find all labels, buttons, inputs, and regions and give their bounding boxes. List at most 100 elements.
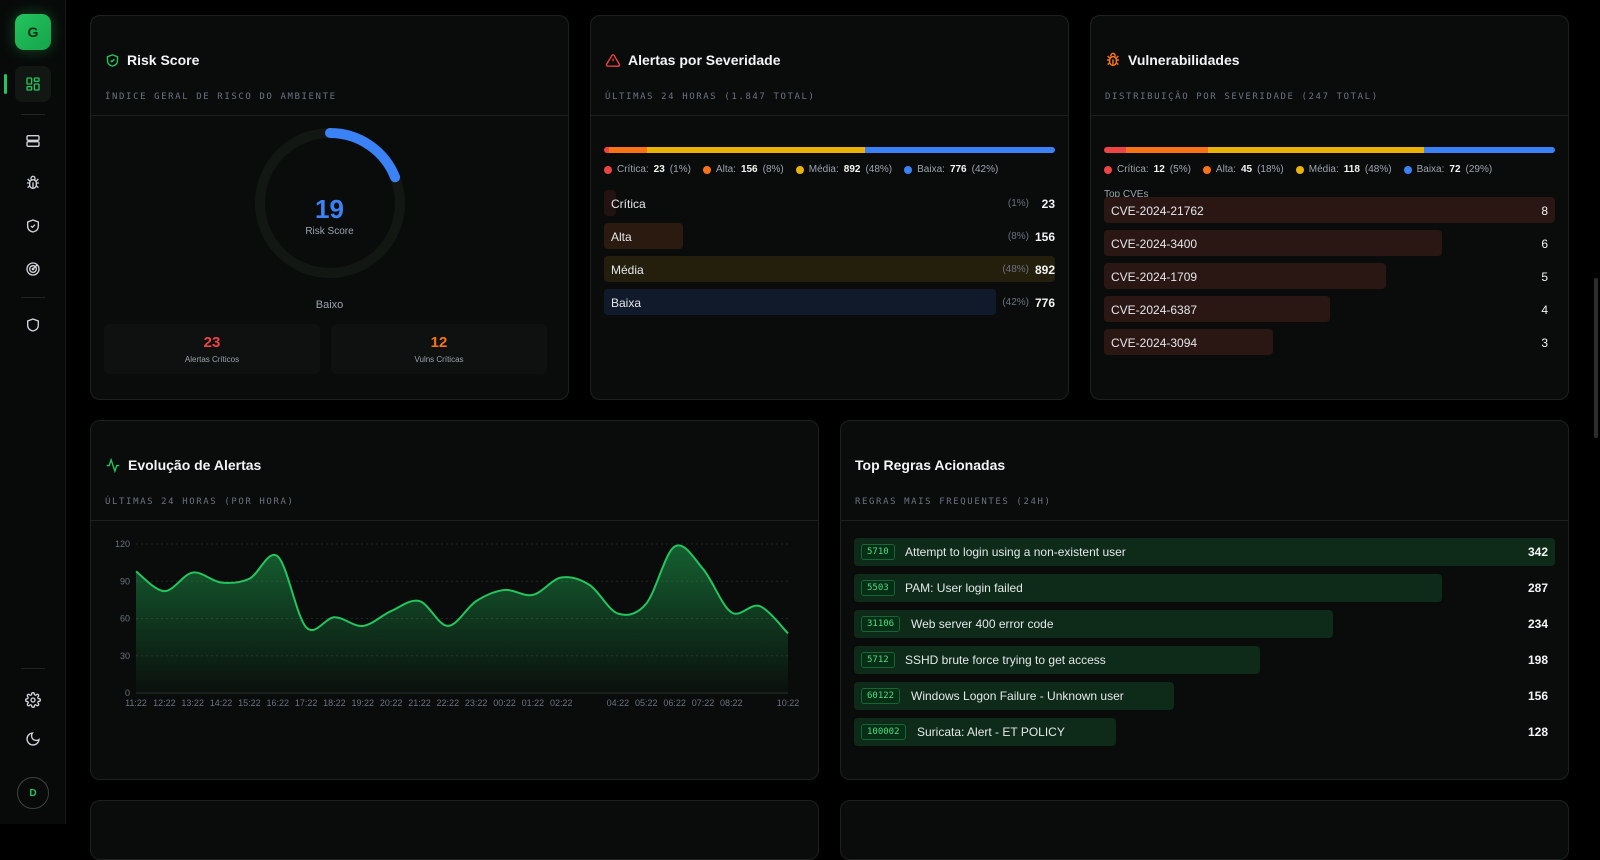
user-avatar[interactable]: D (17, 777, 49, 809)
card-title: Risk Score (127, 52, 200, 68)
risk-level: Baixo (315, 299, 344, 311)
nav-compliance[interactable] (15, 208, 51, 244)
legend-critical: Crítica: 12 (5%) (1104, 164, 1191, 175)
active-indicator (4, 74, 7, 94)
vuln-legend: Crítica: 12 (5%) Alta: 45 (18%) Média: 118 (48… (1104, 164, 1492, 175)
card-title: Alertas por Severidade (628, 52, 781, 68)
row-percent: (42%) (1002, 297, 1029, 308)
severity-row-medium[interactable]: Média (48%) 892 (604, 256, 1055, 282)
app-logo[interactable]: G (15, 14, 51, 50)
nav-settings[interactable] (15, 682, 51, 718)
nav-threat-hunting[interactable] (15, 251, 51, 287)
card-subtitle: Índice geral de risco do ambiente (105, 92, 337, 102)
x-tick-label: 16:22 (266, 698, 289, 708)
row-fill (854, 682, 1174, 710)
x-tick-label: 04:22 (607, 698, 630, 708)
y-tick-label: 120 (115, 539, 130, 549)
cve-row[interactable]: CVE-2024-3094 3 (1104, 329, 1555, 355)
segment-high (609, 147, 648, 153)
row-value: 776 (1034, 296, 1055, 310)
cve-row[interactable]: CVE-2024-21762 8 (1104, 197, 1555, 223)
rule-id-badge: 31106 (861, 616, 901, 632)
rule-count: 234 (1527, 617, 1548, 631)
legend-medium: Média: 118 (48%) (1295, 164, 1392, 175)
row-label: Alta (611, 230, 632, 244)
risk-score-card: Risk Score Índice geral de risco do ambi… (90, 15, 569, 400)
card-subtitle: Distribuição por severidade (247 total) (1105, 92, 1379, 102)
rule-name: Attempt to login using a non-existent us… (905, 545, 1126, 559)
severity-row-low[interactable]: Baixa (42%) 776 (604, 289, 1055, 315)
divider (91, 520, 818, 521)
nav-divider (21, 668, 45, 669)
critical-alerts-label: Alertas Críticos (184, 355, 240, 364)
x-tick-label: 22:22 (437, 698, 460, 708)
rule-row[interactable]: 31106 Web server 400 error code 234 (854, 610, 1555, 638)
row-label: Baixa (611, 296, 642, 310)
row-fill (1104, 329, 1274, 355)
row-fill (854, 538, 1555, 566)
x-tick-label: 13:22 (181, 698, 204, 708)
theme-toggle[interactable] (15, 721, 51, 757)
legend-dot (1295, 165, 1304, 174)
cve-row[interactable]: CVE-2024-1709 5 (1104, 263, 1555, 289)
rule-row[interactable]: 60122 Windows Logon Failure - Unknown us… (854, 682, 1555, 710)
severity-row-high[interactable]: Alta (8%) 156 (604, 223, 1055, 249)
cve-count: 4 (1541, 303, 1548, 317)
segment-critical (1104, 147, 1127, 153)
x-tick-label: 08:22 (720, 698, 743, 708)
vuln-stacked-bar (1104, 147, 1555, 153)
rule-id-badge: 5503 (861, 580, 895, 596)
row-percent: (1%) (1007, 198, 1029, 209)
nav-servers[interactable] (15, 123, 51, 159)
severity-row-critical[interactable]: Crítica (1%) 23 (604, 190, 1055, 216)
rule-row[interactable]: 5503 PAM: User login failed 287 (854, 574, 1555, 602)
critical-vulns-stat[interactable]: 12 Vulns Críticas (331, 324, 547, 374)
legend-dot (1104, 165, 1112, 174)
alerts-area-chart[interactable]: 0 30 60 90 120 11:22 12:22 13:22 14:22 15:22 16:22… (91, 531, 819, 731)
legend-dot (604, 165, 612, 174)
nav-dashboard[interactable] (4, 66, 51, 102)
rule-row[interactable]: 5712 SSHD brute force trying to get acce… (854, 646, 1555, 674)
x-tick-label: 23:22 (465, 698, 488, 708)
cve-row[interactable]: CVE-2024-3400 6 (1104, 230, 1555, 256)
legend-medium: Média: 892 (48%) (795, 164, 892, 175)
series-line (135, 544, 789, 635)
alerts-severity-card: Alertas por Severidade Últimas 24 horas … (590, 15, 1069, 400)
rule-name: PAM: User login failed (905, 581, 1023, 595)
rule-name: Windows Logon Failure - Unknown user (911, 689, 1124, 703)
y-tick-label: 0 (125, 688, 130, 698)
scrollbar-thumb[interactable] (1594, 278, 1598, 438)
legend-dot (795, 165, 804, 174)
critical-alerts-stat[interactable]: 23 Alertas Críticos (104, 324, 320, 374)
segment-medium (1208, 147, 1424, 153)
row-fill (604, 256, 1055, 282)
rule-count: 198 (1527, 653, 1548, 667)
gear-icon (25, 692, 41, 708)
moon-icon (26, 732, 40, 746)
legend-dot (1202, 165, 1211, 174)
row-fill (854, 646, 1260, 674)
x-tick-label: 14:22 (210, 698, 233, 708)
card-header: Risk Score (105, 52, 199, 68)
activity-icon (106, 457, 120, 473)
rule-name: SSHD brute force trying to get access (905, 653, 1106, 667)
cve-count: 8 (1541, 204, 1548, 218)
risk-gauge (255, 128, 405, 278)
rule-row[interactable]: 5710 Attempt to login using a non-existe… (854, 538, 1555, 566)
row-fill (604, 289, 997, 315)
x-tick-label: 06:22 (663, 698, 686, 708)
card-header: Vulnerabilidades (1105, 52, 1240, 68)
x-tick-label: 11:22 (125, 698, 147, 708)
x-tick-label: 20:22 (380, 698, 403, 708)
row-label: Média (611, 263, 644, 277)
rule-row[interactable]: 100002 Suricata: Alert - ET POLICY 128 (854, 718, 1555, 746)
critical-vulns-count: 12 (430, 334, 448, 351)
x-tick-label: 07:22 (692, 698, 715, 708)
nav-vulnerabilities[interactable] (15, 165, 51, 201)
cve-row[interactable]: CVE-2024-6387 4 (1104, 296, 1555, 322)
critical-alerts-count: 23 (203, 334, 221, 351)
cve-count: 3 (1541, 336, 1548, 350)
legend-dot (1403, 165, 1412, 174)
rule-count: 287 (1527, 581, 1548, 595)
nav-security[interactable] (15, 307, 51, 343)
